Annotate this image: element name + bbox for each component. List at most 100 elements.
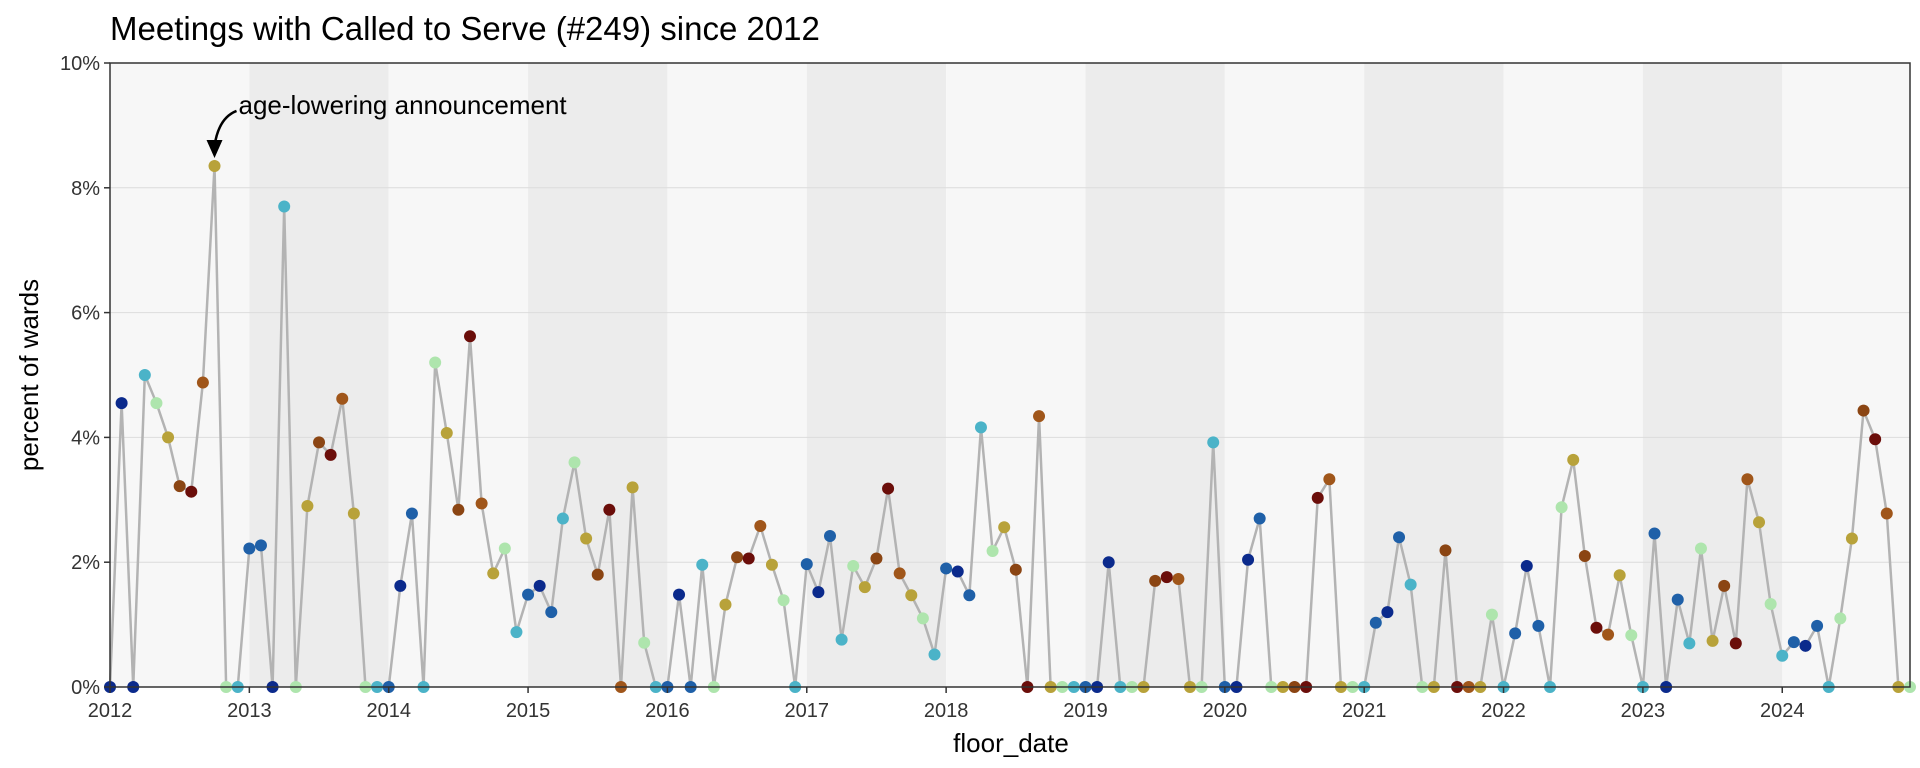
data-point: [115, 397, 128, 410]
data-point: [893, 567, 906, 580]
data-point: [812, 586, 825, 599]
data-point: [162, 431, 175, 444]
year-band: [249, 63, 389, 687]
data-point: [1776, 649, 1789, 662]
year-band: [1782, 63, 1910, 687]
data-point: [1764, 598, 1777, 611]
data-point: [1509, 627, 1522, 640]
data-point: [522, 588, 535, 601]
data-point: [673, 588, 686, 601]
annotation-text: age-lowering announcement: [239, 90, 568, 120]
data-point: [208, 159, 221, 172]
data-point: [138, 369, 151, 381]
data-point: [905, 589, 918, 602]
x-axis-label: floor_date: [953, 728, 1069, 758]
data-point: [568, 456, 581, 469]
year-bands: [110, 63, 1910, 687]
data-point: [1613, 569, 1626, 582]
x-axis-ticks: 2012 2013 2014 2015 2016 2017 2018 2019 2020 2021…: [88, 687, 1805, 722]
data-point: [464, 330, 476, 343]
y-tick-label: 8%: [71, 178, 100, 200]
data-point: [1393, 531, 1406, 544]
data-point: [1741, 473, 1754, 486]
data-point: [696, 558, 709, 571]
year-band: [667, 63, 807, 687]
data-point: [150, 397, 163, 410]
data-point: [824, 529, 836, 542]
data-point: [998, 521, 1011, 534]
year-band: [1642, 63, 1783, 687]
data-point: [951, 565, 964, 578]
data-point: [185, 485, 198, 498]
y-tick-label: 6%: [71, 303, 100, 325]
series-line: [108, 164, 1910, 689]
data-point: [1172, 573, 1185, 586]
data-point: [278, 200, 291, 213]
data-point: [638, 636, 651, 649]
x-tick-label: 2020: [1203, 700, 1248, 722]
x-tick-label: 2016: [645, 700, 690, 722]
y-tick-label: 4%: [71, 427, 100, 449]
data-point: [986, 544, 999, 557]
data-point: [1520, 559, 1533, 572]
year-band: [1224, 63, 1365, 687]
data-point: [429, 356, 442, 369]
data-point: [1590, 621, 1603, 634]
data-point: [1532, 619, 1545, 632]
data-point: [858, 581, 871, 594]
data-point: [1694, 542, 1707, 555]
data-point: [1706, 634, 1719, 647]
y-axis-label: percent of wards: [14, 279, 44, 471]
x-tick-label: 2018: [924, 700, 969, 722]
data-point: [336, 392, 349, 405]
data-point: [870, 552, 883, 565]
data-point: [1729, 637, 1742, 650]
data-point: [1671, 593, 1684, 606]
data-point: [835, 633, 848, 646]
year-band: [528, 63, 668, 687]
data-point: [777, 594, 790, 607]
data-point: [1381, 606, 1394, 619]
data-point: [533, 579, 546, 592]
data-point: [1311, 491, 1324, 504]
data-point: [847, 559, 860, 572]
x-tick-label: 2012: [88, 700, 133, 722]
data-point: [1009, 563, 1022, 576]
data-point: [196, 376, 209, 389]
x-tick-label: 2013: [227, 700, 272, 722]
data-point: [1160, 571, 1173, 584]
data-point: [1718, 579, 1731, 592]
series-polyline: [108, 164, 1910, 689]
data-point: [1834, 612, 1847, 625]
data-point: [754, 520, 767, 533]
data-point: [928, 648, 941, 661]
data-point: [742, 552, 755, 565]
data-point: [452, 503, 465, 516]
data-point: [347, 507, 360, 520]
data-point: [1602, 628, 1615, 641]
data-point: [394, 579, 407, 592]
data-point: [324, 448, 337, 461]
data-point: [916, 612, 929, 625]
data-point: [313, 436, 326, 449]
y-tick-label: 10%: [60, 53, 100, 75]
data-point: [254, 539, 267, 552]
data-point: [800, 558, 813, 571]
data-point: [719, 598, 732, 611]
data-point: [1567, 453, 1580, 466]
year-band: [110, 63, 250, 687]
data-point: [882, 482, 895, 495]
data-point: [1555, 501, 1568, 514]
x-tick-label: 2023: [1621, 700, 1666, 722]
data-point: [603, 503, 616, 516]
data-point: [173, 480, 186, 493]
data-point: [1845, 532, 1858, 545]
data-point: [1683, 637, 1696, 650]
data-point: [1102, 556, 1115, 569]
data-point: [1207, 436, 1220, 449]
x-tick-label: 2019: [1063, 700, 1108, 722]
data-point: [1323, 473, 1336, 486]
x-tick-label: 2014: [366, 700, 411, 722]
data-point: [1753, 516, 1766, 529]
